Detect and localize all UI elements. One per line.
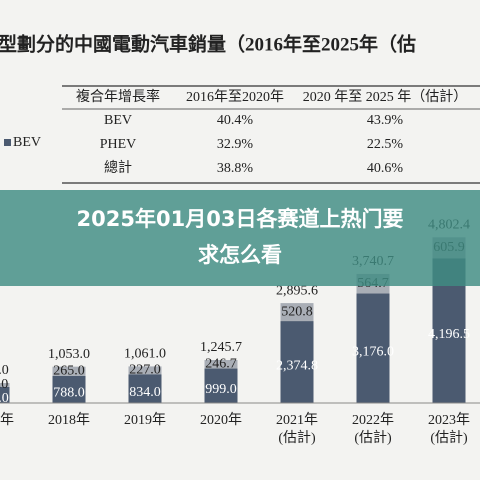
value-label: 999.0 <box>205 382 237 397</box>
bar-segment <box>0 386 10 403</box>
table-cell: 40.6% <box>367 161 404 176</box>
x-tick-label: 2022年(估計) <box>352 412 394 446</box>
table-cell: 40.4% <box>217 113 254 128</box>
legend-label: BEV <box>13 135 41 150</box>
bar-segment <box>204 360 238 369</box>
value-label: 265.0 <box>53 363 85 378</box>
table-header: 複合年增長率 <box>76 88 160 105</box>
total-label: 1,061.0 <box>124 347 166 362</box>
bar-segment <box>356 293 390 403</box>
value-label: 520.8 <box>281 304 313 319</box>
heading: 型劃分的中國電動汽車銷量（2016年至2025年（估 <box>0 32 416 55</box>
x-tick-label: 2017年 <box>0 412 14 428</box>
x-tick-label: 2021年(估計) <box>276 412 318 446</box>
table-cell: PHEV <box>100 137 137 152</box>
value-label: 227.0 <box>129 363 161 378</box>
total-label: 579.0 <box>0 363 9 378</box>
bar-segment <box>52 375 86 403</box>
table-cell: 32.9% <box>217 137 254 152</box>
total-label: 1,245.7 <box>200 340 242 355</box>
x-tick-label: 2019年 <box>124 412 166 428</box>
bar-segment <box>128 374 162 403</box>
x-tick-label: 2020年 <box>200 412 242 428</box>
table-cell: 38.8% <box>217 161 254 176</box>
value-label: 468.0 <box>0 391 9 406</box>
banner-bg <box>0 190 480 286</box>
value-label: 246.7 <box>205 356 237 371</box>
banner-line-2: 求怎么看 <box>198 243 282 267</box>
table-cell: 43.9% <box>367 113 404 128</box>
total-label: 1,053.0 <box>48 347 90 362</box>
bar-segment <box>128 366 162 375</box>
table: 複合年增長率 2016年至2020年 2020 年至 2025 年（估計） BEV 40… <box>62 85 480 184</box>
table-cell: BEV <box>104 113 132 128</box>
bar-segment <box>280 321 314 403</box>
value-label: 834.0 <box>129 385 161 400</box>
table-cell: 總計 <box>104 159 132 176</box>
table-header: 2020 年至 2025 年（估計） <box>303 89 468 105</box>
value-label: 788.0 <box>53 386 85 401</box>
table-cell: 22.5% <box>367 137 404 152</box>
value-label: 3,176.0 <box>352 344 394 359</box>
banner-line-1: 2025年01月03日各赛道上热门要 <box>77 207 404 231</box>
bar-segment <box>280 303 314 322</box>
value-label: 111.0 <box>0 377 8 392</box>
bar-segment <box>52 366 86 376</box>
x-tick-label: 2023年(估計) <box>428 412 470 446</box>
bar-segment <box>204 368 238 403</box>
value-label: 4,196.5 <box>428 327 470 342</box>
legend-swatch <box>4 139 11 146</box>
total-label: 2,895.6 <box>276 283 318 298</box>
value-label: 2,374.8 <box>276 358 318 373</box>
table-header: 2016年至2020年 <box>186 89 284 105</box>
bar-segment <box>0 383 10 387</box>
x-tick-label: 2018年 <box>48 412 90 428</box>
